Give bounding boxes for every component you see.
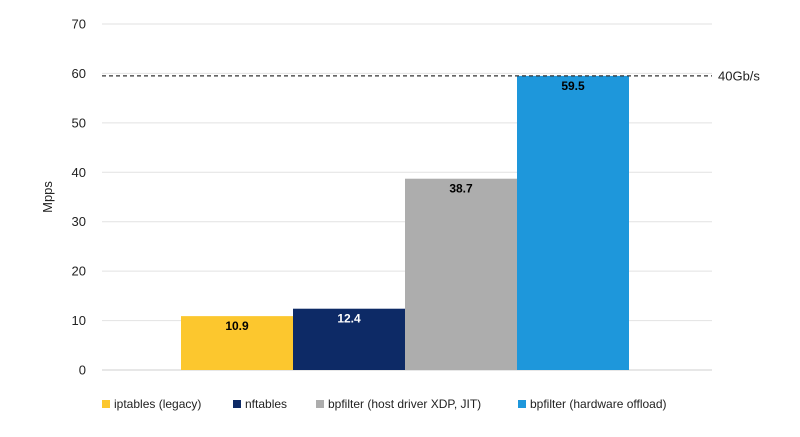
y-tick-label: 0: [79, 363, 86, 378]
bars: 10.9 12.4 38.7 59.5: [181, 75, 629, 371]
reference-line-group: 40Gb/s: [102, 68, 760, 83]
data-label: 10.9: [225, 319, 249, 333]
y-tick-label: 50: [72, 115, 86, 130]
legend-entry: bpfilter (host driver XDP, JIT): [328, 397, 481, 411]
data-label: 12.4: [337, 312, 361, 326]
bar: [405, 178, 517, 370]
legend-swatch: [316, 400, 324, 408]
y-axis-label: Mpps: [40, 181, 55, 213]
y-tick-label: 10: [72, 313, 86, 328]
data-label: 38.7: [449, 182, 473, 196]
bar: [293, 308, 405, 370]
legend-entry: bpfilter (hardware offload): [530, 397, 667, 411]
legend-swatch: [102, 400, 110, 408]
y-tick-label: 30: [72, 214, 86, 229]
y-tick-label: 60: [72, 66, 86, 81]
legend-entry: iptables (legacy): [114, 397, 201, 411]
reference-line-label: 40Gb/s: [718, 68, 760, 83]
bar: [517, 75, 629, 371]
y-tick-label: 20: [72, 264, 86, 279]
y-axis-ticks: 0 10 20 30 40 50 60 70: [72, 17, 86, 378]
legend: iptables (legacy) nftables bpfilter (host …: [102, 397, 667, 411]
y-tick-label: 70: [72, 17, 86, 32]
bar: [181, 316, 293, 370]
legend-swatch: [518, 400, 526, 408]
legend-swatch: [233, 400, 241, 408]
legend-entry: nftables: [245, 397, 287, 411]
y-tick-label: 40: [72, 165, 86, 180]
data-label: 59.5: [561, 79, 585, 93]
